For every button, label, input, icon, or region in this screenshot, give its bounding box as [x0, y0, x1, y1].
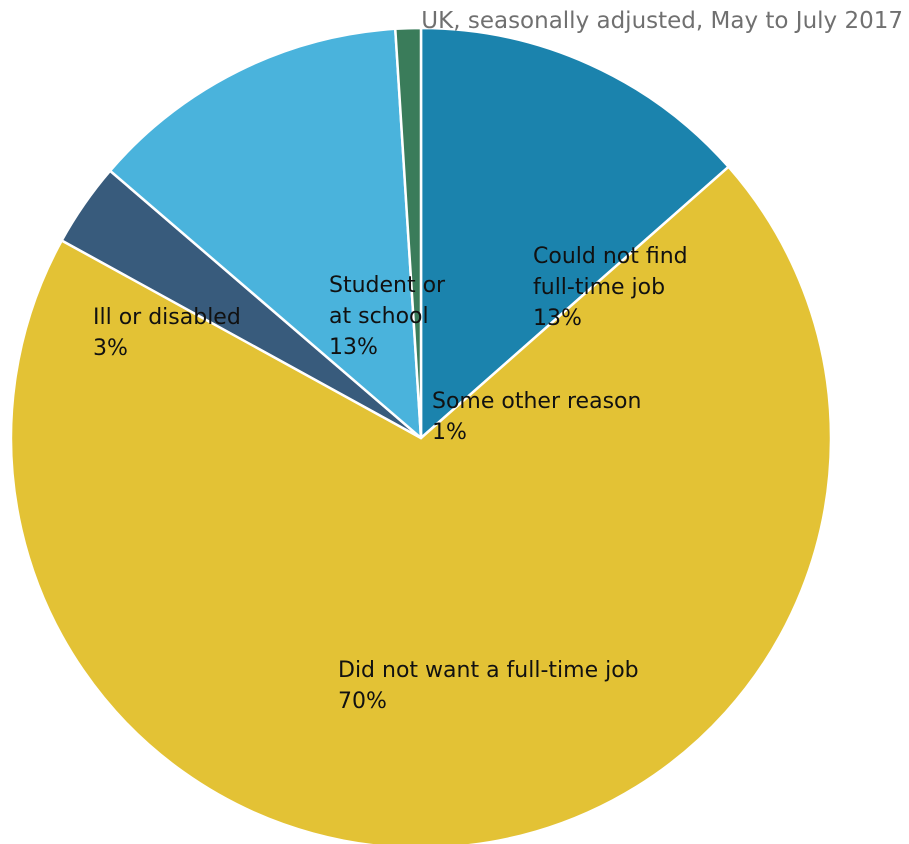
- pie-slice-could-not-find: [419, 26, 730, 440]
- value-label: 13%: [533, 306, 582, 331]
- pie-slice-did-not-want: [9, 165, 833, 844]
- value-label: 1%: [432, 420, 467, 445]
- value-label: 3%: [93, 336, 128, 361]
- label-line: Some other reason: [432, 389, 642, 414]
- slice-label-some-other-reason: Some other reason 1%: [432, 386, 641, 448]
- label-line: Ill or disabled: [93, 305, 241, 330]
- label-line: full-time job: [533, 275, 666, 300]
- slice-label-could-not-find: Could not find full-time job 13%: [533, 241, 688, 334]
- pie-slice-some-other-reason: [394, 26, 423, 440]
- slice-label-did-not-want: Did not want a full-time job 70%: [338, 655, 639, 717]
- pie-slices: [9, 26, 833, 844]
- value-label: 70%: [338, 689, 387, 714]
- label-line: Student or: [329, 273, 446, 298]
- slice-label-ill-or-disabled: Ill or disabled 3%: [93, 302, 241, 364]
- label-line: at school: [329, 304, 429, 329]
- chart-subtitle: UK, seasonally adjusted, May to July 201…: [421, 8, 903, 34]
- value-label: 13%: [329, 335, 378, 360]
- pie-slice-student: [108, 27, 423, 440]
- label-line: Could not find: [533, 244, 688, 269]
- slice-label-student: Student or at school 13%: [329, 270, 445, 363]
- label-line: Did not want a full-time job: [338, 658, 639, 683]
